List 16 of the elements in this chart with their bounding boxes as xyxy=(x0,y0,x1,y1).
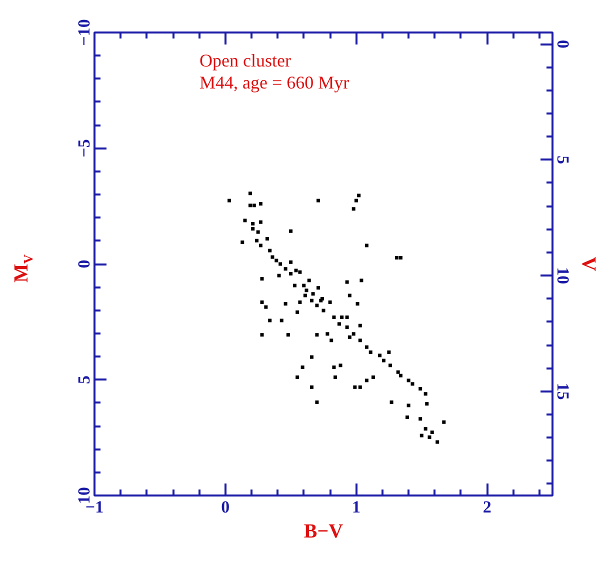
y-tick-label: −5 xyxy=(74,139,94,158)
y-tick-label: 10 xyxy=(74,487,94,504)
y2-tick-label: 5 xyxy=(554,156,572,164)
x-tick-label: 2 xyxy=(482,498,492,516)
y-tick-label: 5 xyxy=(74,376,94,384)
y2-tick-label: 10 xyxy=(554,267,572,284)
x-tick-label: 0 xyxy=(221,498,230,516)
y2-tick-label: 0 xyxy=(554,40,572,48)
y2-tick-label: 15 xyxy=(554,382,572,400)
annotation: Open cluster xyxy=(200,50,291,70)
annotation: M44, age = 660 Myr xyxy=(200,72,350,92)
y-tick-label: 0 xyxy=(74,260,94,268)
y-tick-label: −10 xyxy=(74,19,94,46)
x-axis-title: B−V xyxy=(304,520,344,542)
x-tick-label: 1 xyxy=(352,498,360,516)
y2-axis-title: V xyxy=(578,256,600,272)
